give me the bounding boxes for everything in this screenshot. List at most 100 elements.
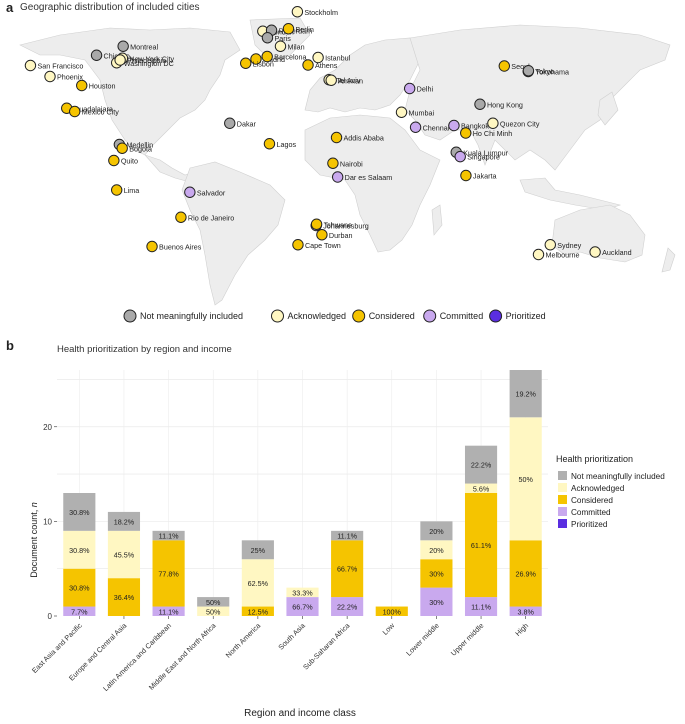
city-chennai: Chennai bbox=[409, 121, 450, 133]
city-paris: Paris bbox=[261, 32, 291, 44]
y-tick-label: 10 bbox=[43, 517, 52, 526]
city-label: Salvador bbox=[197, 188, 226, 197]
city-marker bbox=[532, 248, 545, 261]
bar-segment-acknowledged bbox=[63, 530, 96, 569]
x-tick-label-low: Low bbox=[380, 620, 396, 636]
city-nairobi: Nairobi bbox=[327, 157, 363, 169]
city-label: Sydney bbox=[557, 241, 581, 250]
bar-segment-not-meaningfully-included bbox=[464, 445, 498, 484]
city-marker bbox=[460, 169, 472, 182]
city-bangkok: Bangkok bbox=[448, 119, 489, 132]
city-label: Bangkok bbox=[461, 122, 489, 131]
city-label: Montreal bbox=[130, 42, 158, 51]
bar-segment-committed bbox=[286, 597, 319, 616]
map-legend-label: Considered bbox=[369, 311, 415, 321]
chart-legend-swatch bbox=[558, 495, 567, 504]
city-marker bbox=[90, 49, 103, 61]
map-legend-swatch bbox=[423, 309, 437, 323]
bar-segment-considered bbox=[331, 540, 364, 598]
map-legend-item-not-meaningfully-included: Not meaningfully included bbox=[123, 309, 243, 323]
bar-data-label: 33.3% bbox=[292, 588, 313, 597]
x-axis-label: Region and income class bbox=[244, 708, 356, 719]
city-philadelphia: Philadelphia bbox=[114, 54, 166, 66]
city-label: Yokohama bbox=[535, 68, 569, 77]
city-ho-chi-minh: Ho Chi Minh bbox=[460, 127, 512, 139]
bar-data-label: 66.7% bbox=[292, 603, 313, 612]
bar-segment-not-meaningfully-included bbox=[152, 530, 185, 541]
city-label: Melbourne bbox=[546, 251, 580, 260]
chart-legend-title: Health prioritization bbox=[556, 454, 633, 464]
city-addis-ababa: Addis Ababa bbox=[330, 131, 384, 144]
city-marker bbox=[395, 106, 408, 118]
world-land-masses bbox=[19, 17, 676, 306]
bar-data-label: 19.2% bbox=[515, 390, 536, 399]
bar-segment-not-meaningfully-included bbox=[197, 597, 230, 607]
city-marker bbox=[184, 186, 196, 198]
bar-data-label: 26.9% bbox=[515, 569, 536, 578]
bar-segment-committed bbox=[63, 606, 96, 616]
city-buenos-aires: Buenos Aires bbox=[146, 240, 202, 253]
city-label: London bbox=[270, 27, 294, 36]
city-montreal: Montreal bbox=[117, 40, 159, 52]
bar-data-label: 77.8% bbox=[158, 569, 179, 578]
city-marker bbox=[116, 142, 128, 154]
bar-segment-considered bbox=[464, 493, 498, 598]
map-legend-item-committed: Committed bbox=[423, 309, 483, 323]
land-japan bbox=[597, 91, 619, 126]
bar-data-label: 22.2% bbox=[471, 461, 492, 470]
city-marker bbox=[146, 240, 158, 253]
city-milan: Milan bbox=[274, 40, 305, 52]
land-asia bbox=[404, 24, 671, 171]
city-label: Seoul bbox=[511, 62, 530, 71]
city-marker bbox=[274, 40, 287, 52]
city-label: Philadelphia bbox=[127, 56, 166, 65]
city-marker bbox=[263, 138, 276, 150]
chart-legend-item-acknowledged: Acknowledged bbox=[558, 483, 625, 493]
city-marker bbox=[291, 6, 304, 18]
city-label: Johannesburg bbox=[323, 222, 369, 231]
city-marker bbox=[589, 246, 601, 258]
city-label: Cape Town bbox=[305, 241, 341, 250]
city-madrid: Madrid bbox=[250, 53, 285, 65]
city-label: Bogotá bbox=[129, 144, 152, 153]
bar-segment-acknowledged bbox=[107, 530, 141, 579]
city-bogot: Bogotá bbox=[116, 142, 152, 154]
city-marker bbox=[310, 218, 323, 230]
bar-data-label: 30% bbox=[429, 598, 444, 607]
city-label: Lagos bbox=[276, 140, 296, 149]
map-legend-label: Prioritized bbox=[506, 311, 546, 321]
chart-legend-swatch bbox=[558, 471, 567, 480]
city-label: Houston bbox=[89, 82, 116, 91]
city-label: Amman bbox=[338, 76, 363, 85]
x-tick-label-sub-saharan-africa: Sub-Saharan Africa bbox=[301, 621, 351, 671]
city-marker bbox=[69, 105, 81, 118]
city-tshwane: Tshwane bbox=[310, 218, 352, 230]
bar-segment-not-meaningfully-included bbox=[509, 370, 542, 418]
bar-data-label: 30.8% bbox=[69, 546, 90, 555]
city-hong-kong: Hong Kong bbox=[474, 98, 523, 110]
bar-segment-not-meaningfully-included bbox=[241, 540, 274, 560]
city-marker bbox=[240, 57, 252, 69]
city-label: Singapore bbox=[467, 153, 500, 162]
bar-segment-committed bbox=[464, 597, 498, 616]
bar-data-label: 45.5% bbox=[114, 551, 135, 560]
city-marker bbox=[261, 32, 274, 44]
city-marker bbox=[117, 40, 129, 52]
city-label: Lima bbox=[124, 186, 140, 195]
bar-data-label: 11.1% bbox=[159, 607, 179, 616]
city-marker bbox=[327, 157, 339, 169]
city-marker bbox=[403, 82, 416, 95]
city-label: Dakar bbox=[237, 119, 257, 128]
land-europe bbox=[304, 37, 421, 113]
bar-data-label: 3.8% bbox=[517, 607, 534, 616]
land-south-america bbox=[181, 161, 286, 306]
city-delhi: Delhi bbox=[403, 82, 433, 95]
chart-legend: Health prioritization Not meaningfully in… bbox=[556, 454, 665, 529]
city-label: New York City bbox=[129, 54, 174, 63]
city-label: San Francisco bbox=[37, 62, 83, 71]
city-marker bbox=[474, 98, 486, 110]
bar-segment-considered bbox=[152, 540, 185, 607]
city-marker bbox=[316, 229, 328, 241]
bar-data-label: 50% bbox=[206, 598, 221, 607]
bar-segment-committed bbox=[509, 606, 542, 616]
